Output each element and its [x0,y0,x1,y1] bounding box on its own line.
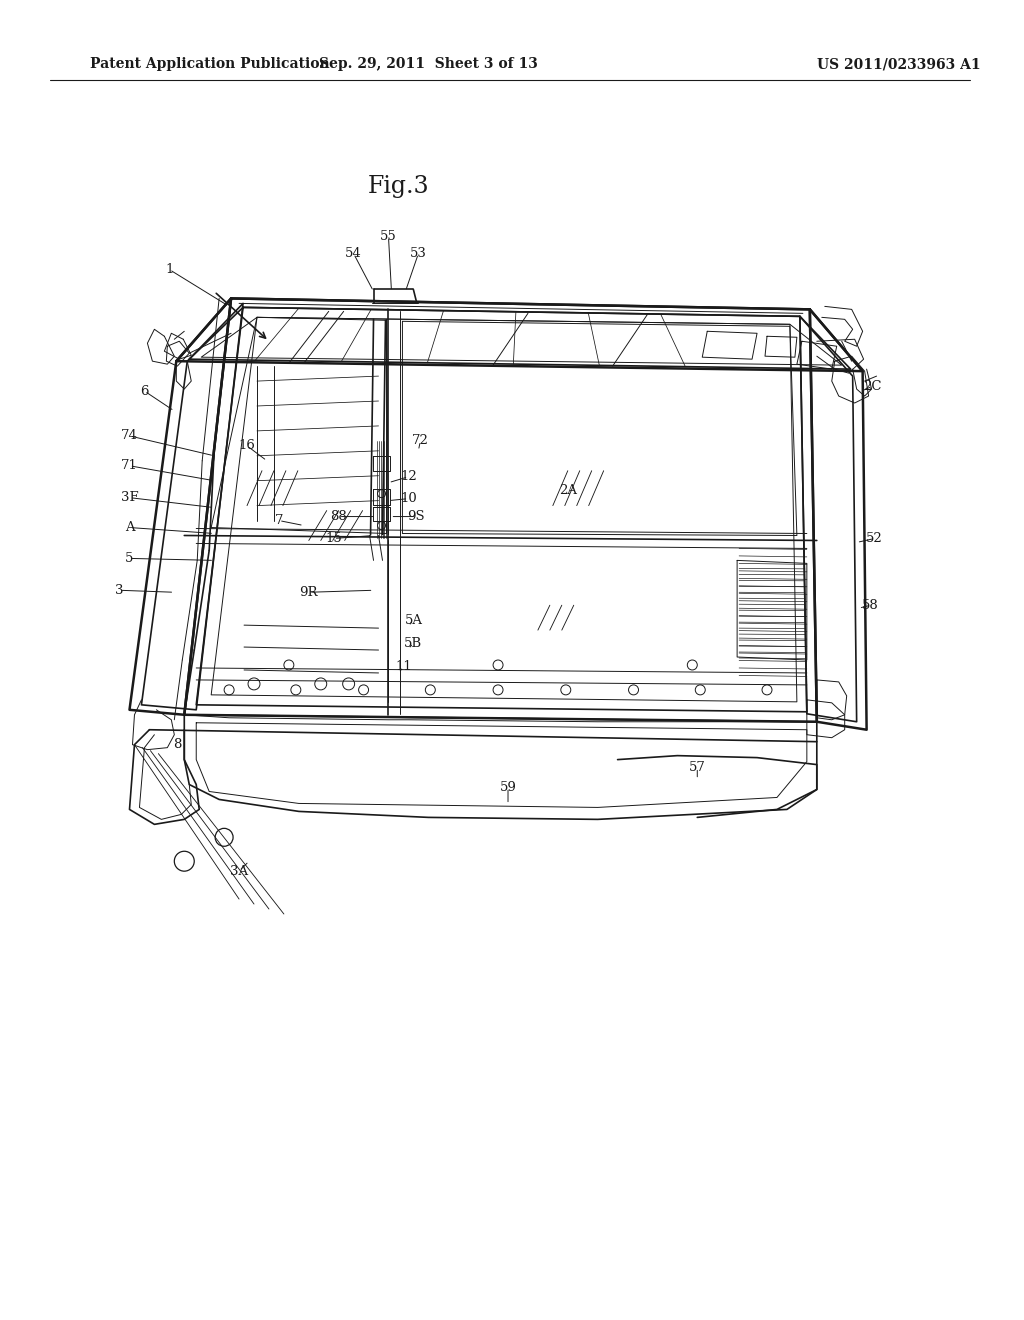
Text: 1: 1 [165,263,173,276]
Text: 15: 15 [326,532,342,545]
Text: 3F: 3F [121,491,138,504]
Text: 8: 8 [173,738,181,751]
Text: 74: 74 [121,429,138,442]
Text: 11: 11 [395,660,412,673]
Text: 9S: 9S [408,510,425,523]
Text: 16: 16 [239,440,255,453]
Text: 52: 52 [866,532,883,545]
Text: 2C: 2C [863,380,882,392]
Text: 2A: 2A [559,484,577,498]
Text: 5B: 5B [404,636,423,649]
Text: Sep. 29, 2011  Sheet 3 of 13: Sep. 29, 2011 Sheet 3 of 13 [318,57,538,71]
Text: 54: 54 [345,247,362,260]
Text: 3A: 3A [230,865,248,878]
Text: 6: 6 [140,384,148,397]
Text: US 2011/0233963 A1: US 2011/0233963 A1 [817,57,980,71]
Text: 88: 88 [331,510,347,523]
Text: 12: 12 [400,470,417,483]
Text: Patent Application Publication: Patent Application Publication [90,57,330,71]
Text: 58: 58 [862,599,879,611]
Text: 9R: 9R [300,586,318,599]
Text: A: A [125,521,134,535]
Text: 10: 10 [400,492,417,506]
Text: Fig.3: Fig.3 [368,176,429,198]
Text: 59: 59 [500,781,516,795]
Text: 53: 53 [410,247,427,260]
Text: 3: 3 [116,583,124,597]
Text: 71: 71 [121,459,138,473]
Text: 72: 72 [412,434,429,447]
Text: 7: 7 [274,513,284,527]
Text: 57: 57 [689,762,706,774]
Text: 5: 5 [125,552,134,565]
Text: 5A: 5A [404,614,422,627]
Text: 55: 55 [380,230,397,243]
